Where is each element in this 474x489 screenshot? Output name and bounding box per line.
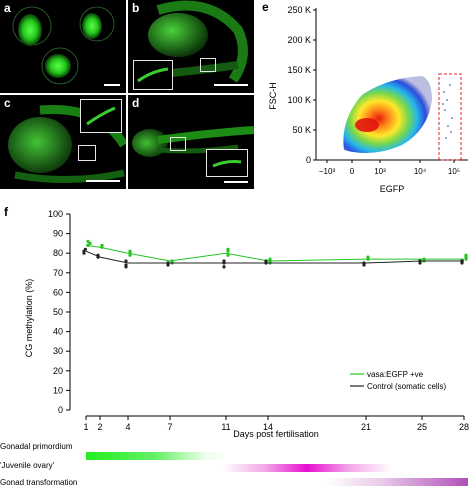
inset-image xyxy=(206,149,248,177)
panel-c-image: c xyxy=(0,95,126,189)
series-line-control xyxy=(85,250,464,264)
data-point xyxy=(222,259,226,263)
y-tick-label: 40 xyxy=(53,327,63,337)
panel-a-label: a xyxy=(4,1,11,15)
cell-density-cloud xyxy=(343,76,432,154)
y-tick-label: 100 xyxy=(48,209,63,219)
chart-x-axis-label: Days post fertilisation xyxy=(233,429,319,439)
methylation-chart: CG methylation (%) Days post fertilisati… xyxy=(24,209,469,439)
flow-y-tick-label: 250 K xyxy=(287,5,311,15)
data-point xyxy=(82,251,86,255)
positive-gate xyxy=(438,73,462,161)
flow-cytometry-plot: 0 50 K 100 K 150 K 200 K 250 K −10³ 0 10³ 10⁴ 10⁵… xyxy=(268,5,468,194)
flow-x-tick-label: 10³ xyxy=(374,167,386,176)
stage-label-gonadal-primordium: Gonadal primordium xyxy=(0,442,73,451)
flow-y-tick-label: 200 K xyxy=(287,35,311,45)
flow-x-tick-label: 0 xyxy=(350,167,355,176)
x-tick-label: 1 xyxy=(83,422,88,432)
scale-bar xyxy=(86,180,120,182)
data-point xyxy=(268,257,272,261)
scale-bar xyxy=(224,181,248,183)
data-point xyxy=(464,253,468,257)
data-point xyxy=(362,263,366,267)
chart-y-axis-label: CG methylation (%) xyxy=(24,279,34,358)
data-point xyxy=(128,249,132,253)
data-point xyxy=(166,263,170,267)
data-point xyxy=(83,247,87,251)
flow-y-tick-label: 50 K xyxy=(292,125,311,135)
density-peak xyxy=(355,118,379,132)
panel-d-label: d xyxy=(132,96,140,110)
flow-y-tick-label: 150 K xyxy=(287,65,311,75)
inset-image xyxy=(80,99,122,133)
y-tick-label: 30 xyxy=(53,346,63,356)
stage-bar-gonad-transformation xyxy=(326,478,468,486)
zoom-box xyxy=(200,58,216,72)
series-line-vasa xyxy=(85,244,464,262)
panel-e-label: e xyxy=(262,0,269,14)
data-point xyxy=(226,247,230,251)
panel-b-label: b xyxy=(132,1,140,15)
scale-bar xyxy=(104,84,120,86)
panel-f-label: f xyxy=(4,205,8,219)
x-tick-label: 7 xyxy=(167,422,172,432)
x-tick-label: 28 xyxy=(459,422,469,432)
scale-bar xyxy=(214,84,248,86)
panel-d-image: d xyxy=(128,95,254,189)
data-point xyxy=(96,253,100,257)
x-tick-label: 2 xyxy=(97,422,102,432)
data-point xyxy=(222,265,226,269)
stage-bar-juvenile-ovary xyxy=(222,464,392,472)
data-point xyxy=(124,259,128,263)
y-tick-label: 80 xyxy=(53,248,63,258)
data-point xyxy=(86,239,90,243)
stage-label-juvenile-ovary: 'Juvenile ovary' xyxy=(0,461,55,470)
flow-y-tick-label: 100 K xyxy=(287,95,311,105)
flow-x-tick-label: 10⁴ xyxy=(414,167,427,176)
data-point xyxy=(226,253,230,257)
data-point xyxy=(86,243,90,247)
legend-entry-vasa: vasa:EGFP +ve xyxy=(367,370,424,379)
panel-b-image: b xyxy=(128,0,254,93)
data-point xyxy=(366,255,370,259)
data-point xyxy=(100,243,104,247)
flow-x-tick-label: −10³ xyxy=(319,167,336,176)
data-point xyxy=(88,241,92,245)
egfp-positive-events xyxy=(442,84,453,139)
legend-entry-control: Control (somatic cells) xyxy=(367,382,446,391)
flow-y-axis-label: FSC-H xyxy=(268,82,278,110)
stage-bar-gonadal-primordium xyxy=(86,452,226,460)
x-tick-label: 14 xyxy=(263,422,273,432)
y-tick-label: 0 xyxy=(58,405,63,415)
y-tick-label: 70 xyxy=(53,268,63,278)
data-point xyxy=(460,261,464,265)
zoom-box xyxy=(170,137,186,151)
y-tick-label: 20 xyxy=(53,366,63,376)
y-tick-label: 10 xyxy=(53,385,63,395)
data-point xyxy=(418,261,422,265)
larva-fluorescence-image xyxy=(132,126,254,157)
y-tick-label: 60 xyxy=(53,287,63,297)
stage-label-gonad-transformation: Gonad transformation xyxy=(0,478,78,487)
chart-legend: vasa:EGFP +ve Control (somatic cells) xyxy=(350,370,446,391)
flow-x-tick-label: 10⁵ xyxy=(448,167,460,176)
x-tick-label: 21 xyxy=(361,422,371,432)
y-tick-label: 50 xyxy=(53,307,63,317)
x-tick-label: 11 xyxy=(221,422,230,432)
data-point xyxy=(264,259,268,263)
y-tick-label: 90 xyxy=(53,229,63,239)
data-point xyxy=(124,265,128,269)
inset-image xyxy=(133,60,173,90)
x-tick-label: 25 xyxy=(417,422,427,432)
data-point xyxy=(128,253,132,257)
panel-a-image: a xyxy=(0,0,126,93)
flow-y-tick-label: 0 xyxy=(306,155,311,165)
x-tick-label: 4 xyxy=(125,422,130,432)
embryos-fluorescence-image xyxy=(12,6,115,85)
panel-c-label: c xyxy=(4,96,11,110)
zoom-box xyxy=(78,145,96,161)
flow-x-axis-label: EGFP xyxy=(380,184,405,194)
